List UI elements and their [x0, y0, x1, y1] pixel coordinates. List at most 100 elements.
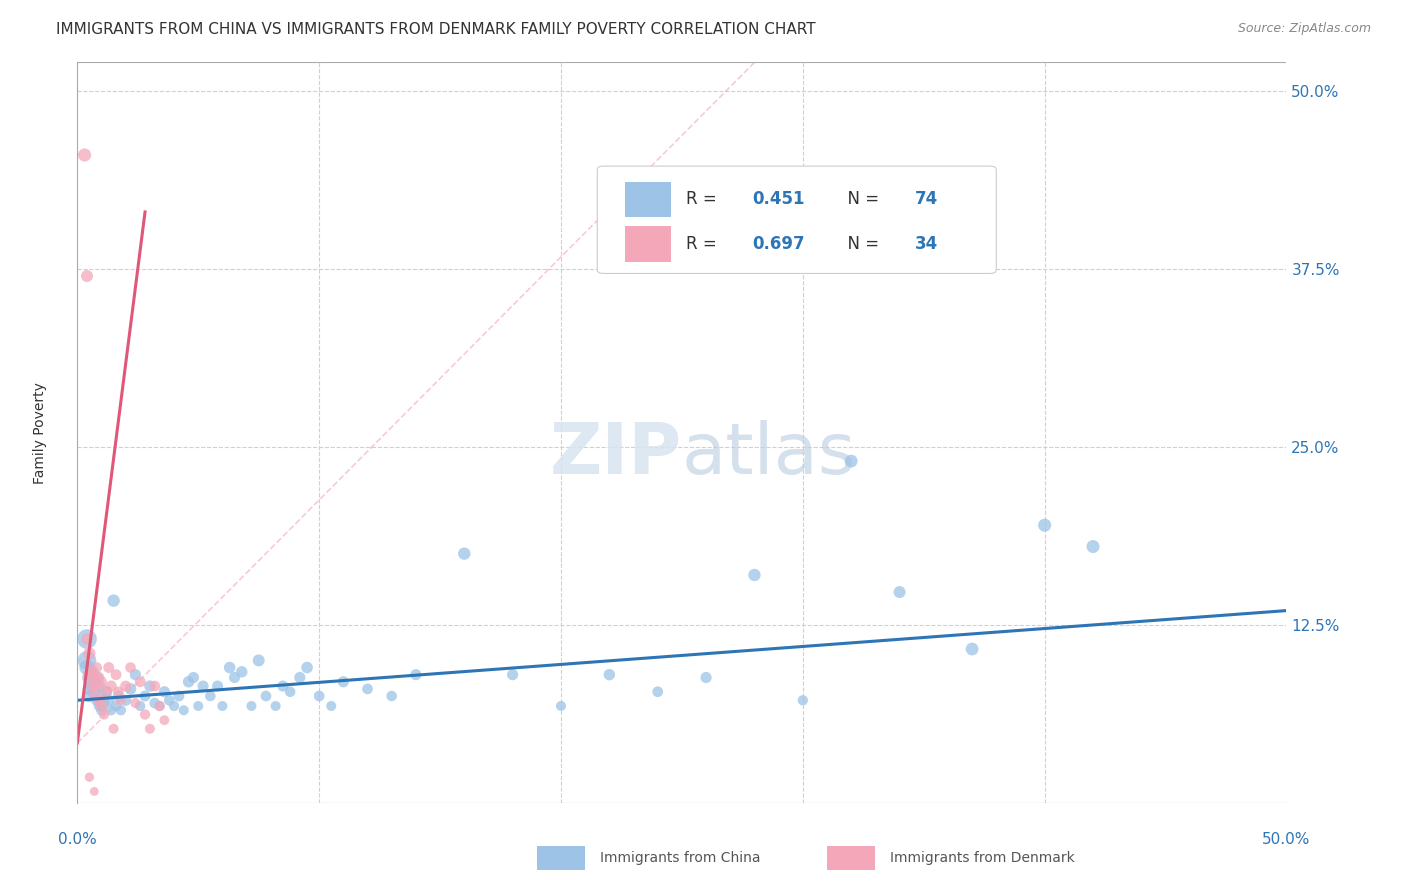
Point: [839, 454, 862, 468]
Text: 74: 74: [915, 190, 939, 209]
Point: [120, 681, 142, 696]
Point: [332, 674, 354, 689]
Point: [356, 681, 378, 696]
Point: [80, 665, 103, 679]
Point: [110, 703, 132, 717]
Point: [79, 671, 101, 685]
Point: [79, 689, 101, 703]
Bar: [626, 182, 671, 217]
Point: [271, 679, 294, 693]
Point: [143, 679, 166, 693]
Point: [134, 707, 156, 722]
Point: [97, 693, 120, 707]
Point: [100, 679, 122, 693]
Point: [550, 698, 572, 713]
Point: [86, 693, 108, 707]
Point: [76, 268, 98, 283]
Point: [114, 679, 136, 693]
Point: [87, 679, 110, 693]
Point: [264, 698, 287, 713]
Point: [502, 667, 524, 681]
Point: [143, 696, 166, 710]
Point: [792, 693, 814, 707]
Text: Source: ZipAtlas.com: Source: ZipAtlas.com: [1237, 22, 1371, 36]
Point: [191, 679, 214, 693]
Point: [288, 671, 311, 685]
Point: [107, 685, 129, 699]
Point: [80, 679, 103, 693]
Point: [381, 689, 404, 703]
Point: [889, 585, 911, 599]
Point: [96, 685, 118, 699]
Point: [79, 646, 101, 660]
Point: [200, 689, 222, 703]
Point: [139, 722, 162, 736]
Point: [124, 667, 146, 681]
Bar: [626, 226, 671, 261]
Point: [231, 665, 253, 679]
Point: [295, 660, 318, 674]
Point: [129, 674, 152, 689]
Point: [96, 685, 118, 699]
Point: [321, 698, 343, 713]
Point: [105, 667, 128, 681]
Text: 0.0%: 0.0%: [58, 832, 97, 847]
Text: 34: 34: [915, 235, 939, 252]
Point: [148, 698, 170, 713]
Point: [695, 671, 717, 685]
Point: [83, 784, 105, 798]
Bar: [827, 847, 876, 871]
Point: [405, 667, 427, 681]
Point: [97, 660, 120, 674]
Point: [90, 674, 112, 689]
Point: [163, 698, 186, 713]
Point: [105, 698, 128, 713]
Text: 0.697: 0.697: [752, 235, 804, 252]
Point: [134, 689, 156, 703]
Point: [173, 703, 195, 717]
Point: [207, 679, 229, 693]
Point: [211, 698, 233, 713]
Text: R =: R =: [686, 190, 721, 209]
Text: 50.0%: 50.0%: [1263, 832, 1310, 847]
FancyBboxPatch shape: [598, 166, 997, 274]
Bar: [537, 847, 585, 871]
Point: [93, 696, 115, 710]
Point: [76, 653, 98, 667]
Point: [76, 632, 98, 646]
Point: [187, 698, 209, 713]
Point: [744, 568, 766, 582]
Point: [100, 703, 122, 717]
Point: [103, 722, 125, 736]
Point: [960, 642, 983, 657]
Text: Immigrants from China: Immigrants from China: [600, 851, 761, 865]
Point: [183, 671, 205, 685]
Point: [114, 693, 136, 707]
Text: R =: R =: [686, 235, 721, 252]
Point: [120, 660, 142, 674]
Point: [278, 685, 301, 699]
Point: [598, 667, 620, 681]
Text: atlas: atlas: [682, 420, 856, 490]
Point: [87, 693, 110, 707]
Point: [80, 679, 103, 693]
Text: N =: N =: [837, 190, 884, 209]
Point: [153, 685, 176, 699]
Point: [139, 679, 162, 693]
Point: [73, 148, 96, 162]
Point: [153, 713, 176, 727]
Point: [83, 674, 105, 689]
Point: [107, 689, 129, 703]
Point: [254, 689, 277, 703]
Point: [110, 693, 132, 707]
Point: [79, 770, 101, 784]
Point: [103, 593, 125, 607]
Point: [90, 698, 112, 713]
Point: [79, 667, 101, 681]
Point: [76, 660, 98, 674]
Text: 0.451: 0.451: [752, 190, 804, 209]
Text: Immigrants from Denmark: Immigrants from Denmark: [890, 851, 1074, 865]
Point: [93, 707, 115, 722]
Point: [80, 665, 103, 679]
Point: [167, 689, 190, 703]
